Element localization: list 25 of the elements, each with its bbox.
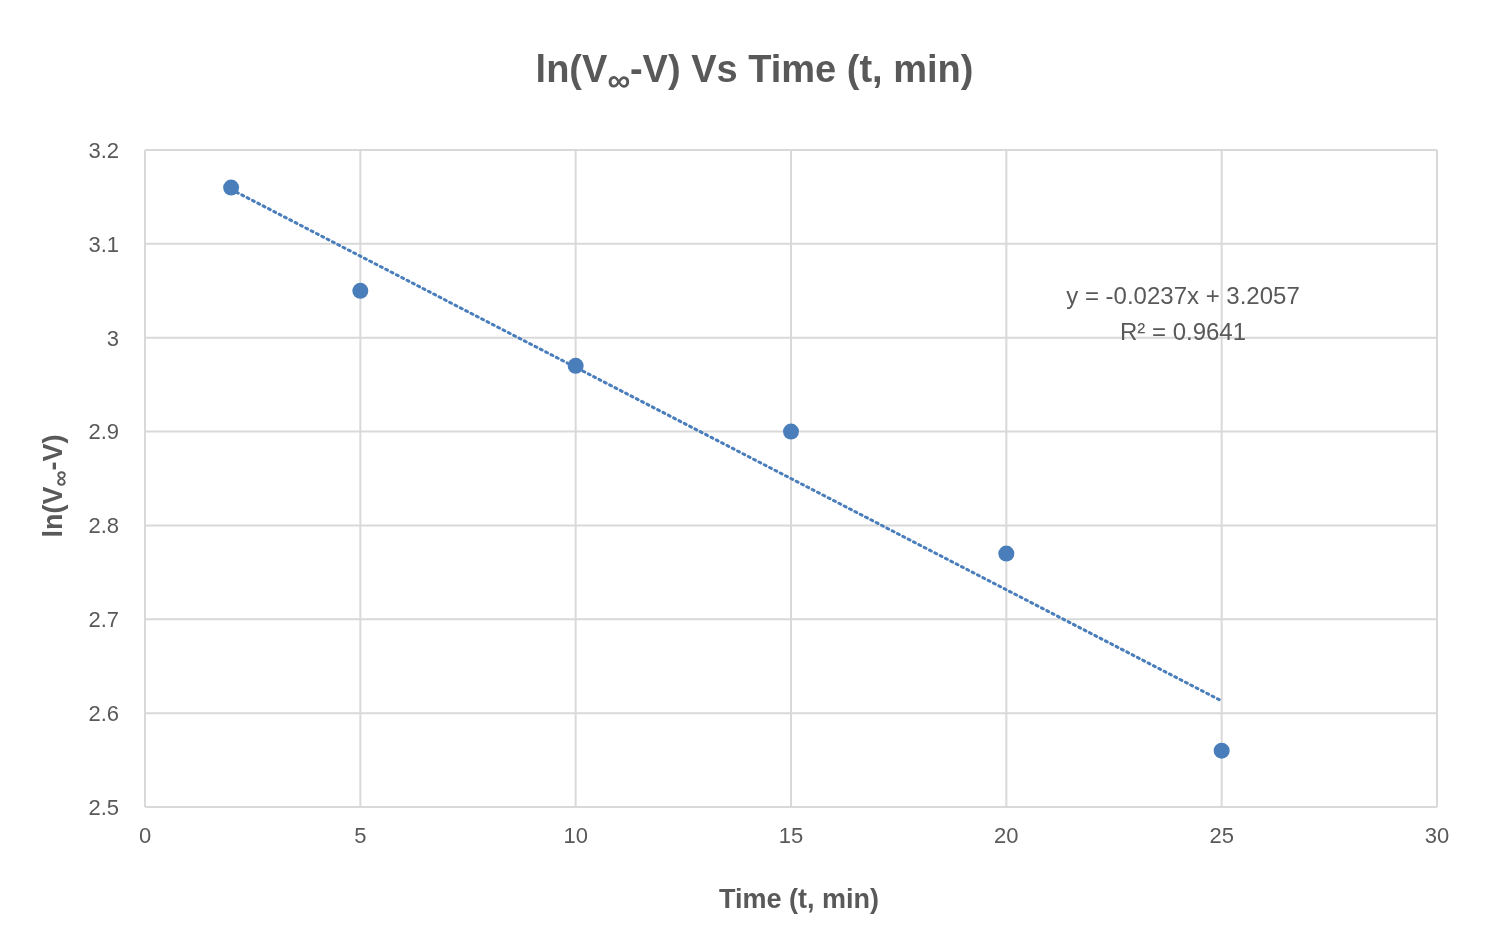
y-tick-label: 2.7: [88, 607, 119, 633]
x-tick-label: 5: [354, 822, 367, 848]
annotation: y = -0.0237x + 3.2057: [1065, 281, 1301, 311]
x-tick-label: 20: [994, 822, 1019, 848]
x-axis-title: Time (t, min): [718, 884, 880, 915]
y-tick-label: 2.8: [88, 513, 119, 539]
x-tick-label: 25: [1209, 822, 1234, 848]
annotation: R² = 0.9641: [1118, 317, 1248, 347]
x-tick-label: 0: [138, 822, 152, 848]
point: [223, 179, 240, 196]
point: [567, 357, 584, 374]
point: [1213, 742, 1230, 759]
x-tick-label: 10: [563, 822, 588, 848]
y-tick-label: 2.5: [88, 794, 119, 820]
point: [352, 282, 369, 299]
point: [783, 423, 799, 440]
y-tick-label: 3: [106, 325, 119, 351]
x-tick-label: 30: [1424, 822, 1450, 848]
chart-title: ln(V$_{∞}$-V) Vs Time (t, min): [534, 48, 975, 99]
y-tick-label: 2.9: [88, 419, 119, 445]
y-tick-label: 2.6: [88, 700, 119, 726]
x-tick-label: 15: [778, 822, 804, 848]
y-tick-label: 3.2: [88, 137, 119, 163]
y-tick-label: 3.1: [88, 231, 119, 257]
point: [998, 545, 1015, 562]
